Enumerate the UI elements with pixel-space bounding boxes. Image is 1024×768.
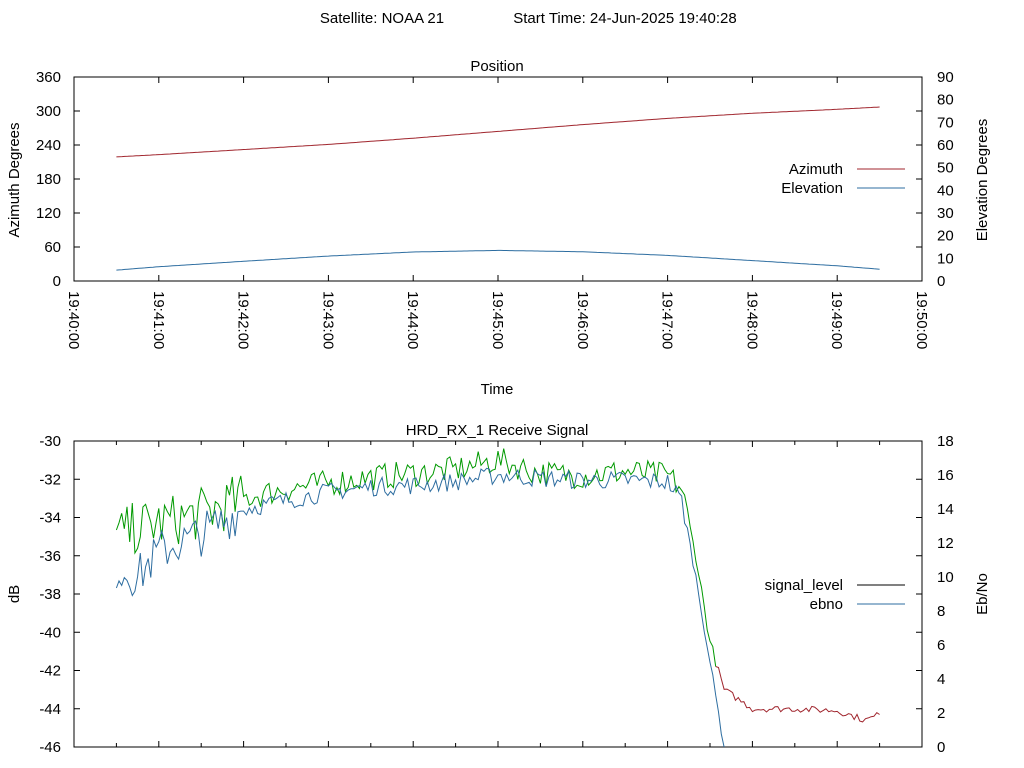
y2-tick-label: 0	[937, 273, 945, 290]
x-tick-label: 19:49:00	[828, 291, 845, 349]
legend-azimuth-label: Azimuth	[789, 161, 843, 178]
y-tick-label: 180	[36, 171, 61, 188]
y2-tick-label: 20	[937, 228, 954, 245]
y2-tick-label: 12	[937, 535, 954, 552]
legend-ebno-label: ebno	[810, 596, 843, 613]
x-tick-label: 19:45:00	[489, 291, 506, 349]
time-axis-label: Time	[481, 381, 514, 398]
position-chart-title: Position	[470, 58, 523, 75]
y2-tick-label: 18	[937, 433, 954, 450]
y-tick-label: -38	[39, 586, 61, 603]
start-time-label: Start Time: 24-Jun-2025 19:40:28	[513, 10, 736, 27]
y2-tick-label: 90	[937, 69, 954, 86]
y2-tick-label: 10	[937, 569, 954, 586]
y-tick-label: -36	[39, 548, 61, 565]
y2-tick-label: 14	[937, 501, 954, 518]
y-tick-label: 300	[36, 103, 61, 120]
x-tick-label: 19:44:00	[404, 291, 421, 349]
position-series	[116, 106, 880, 271]
y2-tick-label: 4	[937, 671, 945, 688]
legend-signal-label: signal_level	[765, 577, 843, 594]
elevation-axis-label: Elevation Degrees	[974, 119, 991, 242]
signal-chart-title: HRD_RX_1 Receive Signal	[406, 422, 589, 439]
y2-tick-label: 80	[937, 92, 954, 109]
y-tick-label: -42	[39, 663, 61, 680]
y-tick-label: -44	[39, 701, 61, 718]
y2-tick-label: 30	[937, 205, 954, 222]
position-ticks: 0 60 120 180 240 300 360 0 10 20 30 40 50 60 70 80 90 19:…	[36, 69, 954, 349]
x-tick-label: 19:47:00	[659, 291, 676, 349]
y-tick-label: 60	[44, 239, 61, 256]
signal-ticks: -30 -32 -34 -36 -38 -40 -42 -44 -46 0 2 4 6 8 10 12 14 16…	[39, 433, 953, 756]
y-tick-label: 0	[53, 273, 61, 290]
y2-tick-label: 2	[937, 705, 945, 722]
x-tick-label: 19:41:00	[150, 291, 167, 349]
signal-level-tail-line	[715, 666, 880, 723]
x-tick-label: 19:40:00	[65, 291, 82, 349]
y2-tick-label: 70	[937, 114, 954, 131]
y2-tick-label: 8	[937, 603, 945, 620]
signal-chart: HRD_RX_1 Receive Signal dB Eb/No -30-32-…	[6, 422, 991, 756]
y2-tick-label: 6	[937, 637, 945, 654]
y-tick-label: -32	[39, 471, 61, 488]
signal-series	[115, 448, 880, 748]
y-tick-label: 360	[36, 69, 61, 86]
x-tick-label: 19:46:00	[574, 291, 591, 349]
ebno-line	[115, 467, 725, 748]
y2-tick-label: 10	[937, 250, 954, 267]
y-tick-label: -46	[39, 739, 61, 756]
azimuth-line	[116, 106, 880, 158]
y-tick-label: -30	[39, 433, 61, 450]
y2-tick-label: 0	[937, 739, 945, 756]
legend-elevation-label: Elevation	[781, 180, 843, 197]
x-tick-label: 19:48:00	[743, 291, 760, 349]
y2-tick-label: 16	[937, 467, 954, 484]
ebno-axis-label: Eb/No	[974, 573, 991, 615]
y2-tick-label: 40	[937, 182, 954, 199]
signal-level-line	[115, 448, 717, 667]
position-chart: Position Azimuth Degrees Elevation Degre…	[6, 58, 991, 398]
y-tick-label: 120	[36, 205, 61, 222]
elevation-line	[116, 249, 880, 271]
db-axis-label: dB	[6, 585, 23, 603]
x-tick-label: 19:43:00	[319, 291, 336, 349]
y-tick-label: -34	[39, 510, 61, 527]
position-legend: Azimuth Elevation	[781, 161, 905, 197]
y-tick-label: 240	[36, 137, 61, 154]
x-tick-label: 19:42:00	[235, 291, 252, 349]
y2-tick-label: 50	[937, 160, 954, 177]
y-tick-label: -40	[39, 624, 61, 641]
x-tick-label: 19:50:00	[913, 291, 930, 349]
azimuth-axis-label: Azimuth Degrees	[6, 122, 23, 237]
y2-tick-label: 60	[937, 137, 954, 154]
satellite-label: Satellite: NOAA 21	[320, 10, 444, 27]
